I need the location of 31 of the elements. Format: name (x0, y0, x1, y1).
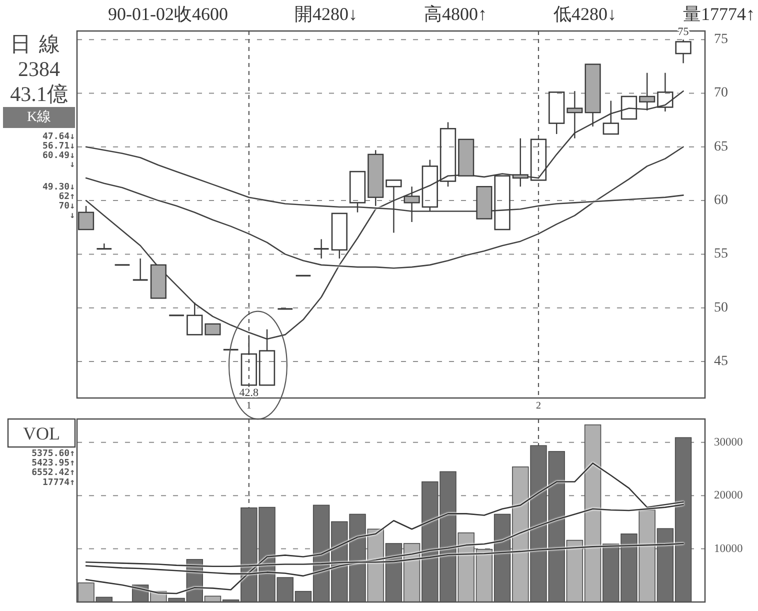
tick-label: 60 (714, 193, 728, 208)
side-text: 43.1億 (10, 82, 68, 106)
side-text: 56.71↓ (42, 141, 75, 152)
side-text: 2384 (18, 57, 60, 81)
tick-label: 45 (714, 354, 728, 370)
side-text: 70↓ (58, 201, 75, 212)
tick-label: 20000 (714, 490, 743, 502)
tick-label: 30000 (714, 436, 743, 448)
side-text: 17774↑ (42, 478, 75, 488)
tick-label: 10000 (714, 542, 743, 555)
side-text: 49.30↓ (42, 182, 75, 193)
side-text: 日線 (10, 32, 68, 56)
side-text: 47.64↓ (42, 132, 75, 142)
title: VOL (23, 424, 60, 444)
tick-label: 65 (714, 139, 728, 154)
tick-label: 55 (714, 246, 728, 262)
side-text: 60.49↓ (42, 150, 75, 161)
side-text: K線 (26, 110, 52, 125)
tick-label: 75 (714, 32, 728, 48)
tick-label: 2 (536, 400, 541, 412)
tick-label: 1 (246, 400, 252, 412)
side-text: 5423.95↑ (32, 458, 75, 469)
tick-label: 70 (714, 86, 728, 101)
side-text: 6552.42↑ (32, 468, 75, 478)
side-text: 62↑ (58, 192, 75, 202)
side-text: 5375.60↑ (32, 449, 75, 459)
side-text: ↓ (70, 160, 75, 170)
side-text: ↓ (70, 210, 75, 221)
title: 90-01-02收4600 開4280↓ 高4800↑ 低4280↓ 量17774↑ (108, 4, 755, 24)
annotation: 42.8 (239, 387, 259, 400)
tick-label: 50 (714, 300, 728, 316)
